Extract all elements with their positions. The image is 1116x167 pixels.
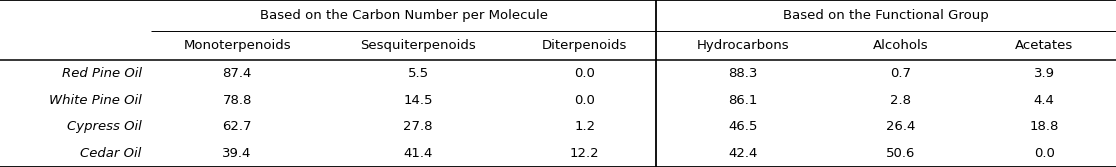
Text: 0.7: 0.7: [891, 67, 912, 80]
Text: 46.5: 46.5: [728, 120, 758, 133]
Text: Hydrocarbons: Hydrocarbons: [696, 39, 789, 52]
Text: 12.2: 12.2: [570, 147, 599, 160]
Text: 86.1: 86.1: [728, 94, 758, 107]
Text: 1.2: 1.2: [574, 120, 595, 133]
Text: 2.8: 2.8: [891, 94, 912, 107]
Text: 4.4: 4.4: [1033, 94, 1055, 107]
Text: Alcohols: Alcohols: [873, 39, 929, 52]
Text: Cedar Oil: Cedar Oil: [80, 147, 142, 160]
Text: 41.4: 41.4: [404, 147, 433, 160]
Text: 88.3: 88.3: [728, 67, 758, 80]
Text: 0.0: 0.0: [575, 94, 595, 107]
Text: Based on the Functional Group: Based on the Functional Group: [783, 9, 989, 22]
Text: Acetates: Acetates: [1016, 39, 1074, 52]
Text: 39.4: 39.4: [222, 147, 252, 160]
Text: White Pine Oil: White Pine Oil: [49, 94, 142, 107]
Text: 42.4: 42.4: [728, 147, 758, 160]
Text: 78.8: 78.8: [222, 94, 252, 107]
Text: 62.7: 62.7: [222, 120, 252, 133]
Text: 14.5: 14.5: [404, 94, 433, 107]
Text: 0.0: 0.0: [1033, 147, 1055, 160]
Text: 87.4: 87.4: [222, 67, 252, 80]
Text: Monoterpenoids: Monoterpenoids: [183, 39, 291, 52]
Text: 18.8: 18.8: [1030, 120, 1059, 133]
Text: Based on the Carbon Number per Molecule: Based on the Carbon Number per Molecule: [260, 9, 548, 22]
Text: 26.4: 26.4: [886, 120, 915, 133]
Text: 3.9: 3.9: [1033, 67, 1055, 80]
Text: Red Pine Oil: Red Pine Oil: [61, 67, 142, 80]
Text: 5.5: 5.5: [407, 67, 429, 80]
Text: Sesquiterpenoids: Sesquiterpenoids: [360, 39, 477, 52]
Text: Diterpenoids: Diterpenoids: [542, 39, 627, 52]
Text: 50.6: 50.6: [886, 147, 915, 160]
Text: 27.8: 27.8: [404, 120, 433, 133]
Text: 0.0: 0.0: [575, 67, 595, 80]
Text: Cypress Oil: Cypress Oil: [67, 120, 142, 133]
